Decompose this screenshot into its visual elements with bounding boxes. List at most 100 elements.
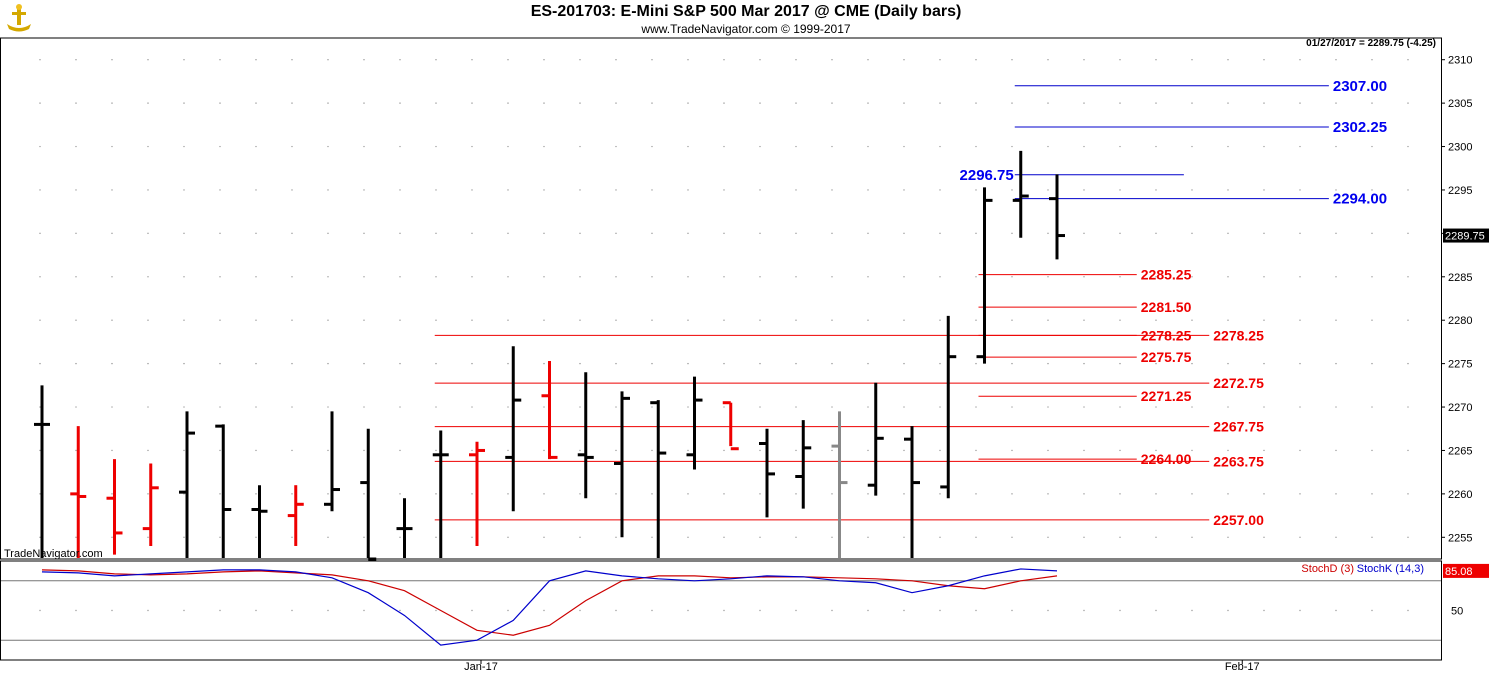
grid-dot: [939, 493, 941, 495]
stoch-series-line: [41, 569, 1058, 636]
grid-dot: [903, 319, 905, 321]
grid-dot: [1155, 406, 1157, 408]
grid-dot: [1299, 59, 1301, 61]
grid-dot: [1263, 493, 1265, 495]
stochastic-grid: [0, 580, 1441, 641]
grid-dot: [1191, 145, 1193, 148]
grid-dot: [1335, 59, 1337, 61]
grid-dot: [1263, 609, 1265, 612]
stoch-series-line: [41, 568, 1058, 646]
ohlc-bar: [469, 441, 485, 546]
grid-dot: [579, 145, 581, 148]
ohlc-bar: [34, 385, 50, 558]
grid-dot: [327, 319, 329, 321]
grid-dot: [1047, 145, 1049, 148]
grid-dot: [795, 319, 797, 321]
grid-dot: [939, 609, 941, 612]
grid-dot: [291, 102, 293, 104]
grid-dot: [867, 319, 869, 321]
grid-dot: [183, 232, 185, 235]
grid-dot: [1371, 493, 1373, 495]
grid-dot: [39, 319, 41, 321]
level-label: 2257.00: [1213, 512, 1264, 528]
grid-dot: [111, 406, 113, 408]
grid-dot: [39, 536, 41, 538]
grid-dot: [255, 449, 257, 452]
grid-dot: [1407, 232, 1409, 235]
grid-dot: [795, 493, 797, 495]
grid-dot: [939, 449, 941, 452]
grid-dot: [507, 276, 509, 278]
grid-dot: [867, 536, 869, 538]
ohlc-bar: [179, 411, 195, 558]
grid-dot: [111, 232, 113, 235]
grid-dot: [255, 276, 257, 278]
grid-dot: [939, 536, 941, 538]
grid-dot: [327, 232, 329, 235]
grid-dot: [1119, 276, 1121, 278]
grid-dot: [795, 189, 797, 191]
grid-dot: [399, 102, 401, 104]
grid-dot: [1227, 59, 1229, 61]
grid-dot: [399, 145, 401, 148]
grid-dot: [1047, 449, 1049, 452]
grid-dot: [831, 536, 833, 538]
grid-dot: [471, 276, 473, 278]
grid-dot: [939, 145, 941, 148]
grid-dot: [795, 145, 797, 148]
grid-dot: [651, 406, 653, 408]
grid-dot: [1083, 319, 1085, 321]
grid-dot: [435, 189, 437, 191]
grid-dot: [723, 493, 725, 495]
grid-dot: [1299, 536, 1301, 538]
grid-dot: [363, 449, 365, 452]
grid-dot: [291, 276, 293, 278]
y-tick-label: 2280: [1448, 315, 1472, 327]
grid-dot: [1083, 609, 1085, 612]
grid-dot: [1227, 189, 1229, 191]
grid-dot: [1335, 232, 1337, 235]
grid-dot: [867, 276, 869, 278]
grid-dot: [183, 449, 185, 452]
grid-dot: [471, 145, 473, 148]
grid-dot: [327, 406, 329, 408]
stoch-legend-entry: StochD (3): [1301, 563, 1354, 575]
grid-dot: [291, 232, 293, 235]
grid-dot: [975, 102, 977, 104]
grid-dot: [75, 189, 77, 191]
axes: 2255226022652270227522802285229022952300…: [0, 37, 1489, 673]
grid-dot: [939, 362, 941, 365]
grid-dot: [363, 319, 365, 321]
ohlc-bar: [287, 485, 304, 546]
ohlc-bar: [650, 400, 667, 558]
grid-dot: [1335, 319, 1337, 321]
grid-dot: [363, 102, 365, 104]
grid-dot: [507, 145, 509, 148]
grid-dot: [219, 449, 221, 452]
grid-dot: [435, 319, 437, 321]
grid-dot: [687, 102, 689, 104]
grid-dot: [1371, 276, 1373, 278]
grid-dot: [651, 493, 653, 495]
grid-dot: [795, 536, 797, 538]
grid-dot: [579, 232, 581, 235]
last-price-label: 2289.75: [1445, 231, 1485, 243]
grid-dot: [1263, 449, 1265, 452]
grid-dot: [327, 449, 329, 452]
grid-dot: [1227, 276, 1229, 278]
grid-dot: [471, 449, 473, 452]
grid-dot: [1083, 59, 1085, 61]
grid-dot: [183, 102, 185, 104]
grid-dot: [1263, 189, 1265, 191]
grid-dot: [39, 362, 41, 365]
level-label: 2264.00: [1141, 451, 1192, 467]
grid-dot: [831, 449, 833, 452]
stoch-last-label: 85.08: [1445, 566, 1473, 578]
grid-dot: [579, 189, 581, 191]
grid-dot: [1047, 232, 1049, 235]
grid-dot: [543, 406, 545, 408]
grid-dot: [39, 102, 41, 104]
grid-dot: [651, 536, 653, 538]
ohlc-bar: [831, 411, 848, 558]
